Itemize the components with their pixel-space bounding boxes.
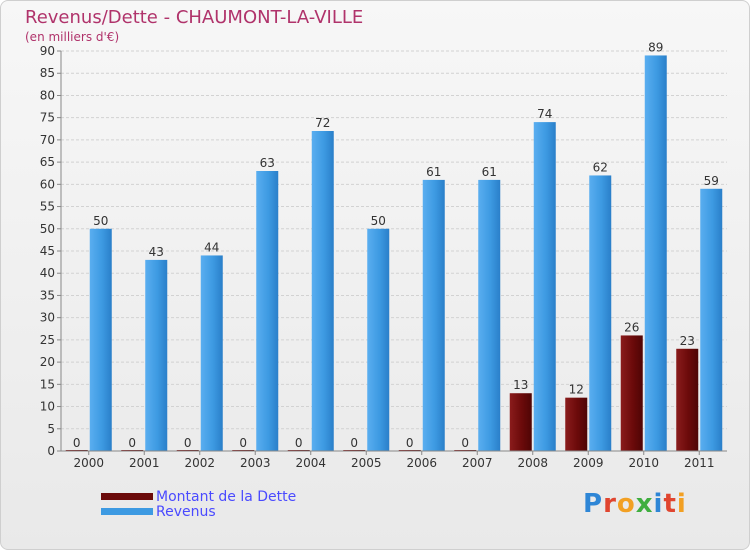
y-tick-label: 60	[40, 177, 55, 191]
logo-letter: r	[603, 489, 617, 519]
x-tick-label: 2007	[462, 456, 493, 470]
y-tick-label: 5	[47, 422, 55, 436]
x-tick-label: 2006	[406, 456, 437, 470]
bar-revenus	[644, 55, 667, 451]
y-tick-label: 85	[40, 66, 55, 80]
y-tick-label: 25	[40, 333, 55, 347]
legend-swatch-dette	[101, 493, 153, 500]
y-tick-label: 70	[40, 133, 55, 147]
y-tick-label: 15	[40, 377, 55, 391]
y-tick-label: 45	[40, 244, 55, 258]
data-label-dette: 23	[680, 334, 695, 348]
legend-swatch-revenus	[101, 508, 153, 515]
y-tick-label: 35	[40, 288, 55, 302]
data-label-revenus: 59	[704, 174, 719, 188]
y-tick-label: 90	[40, 44, 55, 58]
x-tick-label: 2002	[184, 456, 215, 470]
bar-revenus	[367, 228, 390, 451]
data-label-dette: 26	[624, 320, 639, 334]
data-label-dette: 0	[128, 436, 136, 450]
proxiti-logo: Proxiti	[583, 489, 687, 519]
data-label-revenus: 62	[593, 160, 608, 174]
data-label-revenus: 50	[371, 214, 386, 228]
bar-revenus	[422, 179, 445, 451]
data-label-dette: 13	[513, 378, 528, 392]
y-tick-label: 75	[40, 111, 55, 125]
x-tick-label: 2009	[573, 456, 604, 470]
x-tick-label: 2005	[351, 456, 382, 470]
bar-revenus	[145, 259, 168, 451]
x-axis: 2000 2001 2002 2003 2004 2005 2006 2007 2008 2009…	[61, 450, 727, 470]
bar-revenus	[478, 179, 501, 451]
data-label-revenus: 61	[426, 165, 441, 179]
data-label-dette: 0	[184, 436, 192, 450]
legend-label-revenus: Revenus	[156, 504, 216, 520]
y-tick-label: 80	[40, 88, 55, 102]
y-axis: 0 5 10 15 20 25 30 35 40 45 50 55 60 65 70 75 80 85 90	[40, 44, 62, 458]
y-tick-label: 55	[40, 200, 55, 214]
bars-layer	[65, 55, 723, 451]
y-tick-label: 65	[40, 155, 55, 169]
x-tick-label: 2003	[240, 456, 271, 470]
bar-dette	[620, 335, 643, 451]
bar-revenus	[256, 171, 279, 451]
data-label-dette: 0	[295, 436, 303, 450]
bar-revenus	[200, 255, 223, 451]
logo-letter: t	[663, 489, 677, 519]
data-label-revenus: 43	[149, 245, 164, 259]
logo-letter: i	[653, 489, 664, 519]
data-label-dette: 0	[461, 436, 469, 450]
x-tick-label: 2010	[628, 456, 659, 470]
legend-label-dette: Montant de la Dette	[156, 489, 297, 505]
grid-layer	[61, 50, 727, 452]
data-label-dette: 0	[73, 436, 81, 450]
data-label-revenus: 44	[204, 240, 219, 254]
y-tick-label: 10	[40, 400, 55, 414]
data-label-dette: 12	[569, 383, 584, 397]
bar-revenus	[89, 228, 112, 451]
data-label-revenus: 63	[260, 156, 275, 170]
data-label-dette: 0	[406, 436, 414, 450]
logo-letter: i	[676, 489, 687, 519]
y-tick-label: 30	[40, 311, 55, 325]
logo-letter: P	[583, 489, 604, 519]
x-tick-label: 2000	[73, 456, 104, 470]
logo-letter: o	[616, 489, 636, 519]
chart-title: Revenus/Dette - CHAUMONT-LA-VILLE	[25, 7, 364, 28]
x-tick-label: 2001	[129, 456, 160, 470]
x-tick-label: 2011	[684, 456, 715, 470]
bar-dette	[509, 393, 532, 451]
bar-dette	[676, 348, 699, 451]
data-label-revenus: 50	[93, 214, 108, 228]
x-tick-label: 2004	[295, 456, 326, 470]
data-label-dette: 0	[239, 436, 247, 450]
data-label-revenus: 72	[315, 116, 330, 130]
x-tick-label: 2008	[517, 456, 548, 470]
data-label-revenus: 74	[537, 107, 552, 121]
data-label-dette: 0	[350, 436, 358, 450]
data-labels: 0 50 0 43 0 44 0 63 0 72 0 50 0 61 0 61 13 74 12 62 26 89 23 59	[73, 40, 719, 450]
y-tick-label: 0	[47, 444, 55, 458]
bar-revenus	[533, 122, 556, 451]
bar-revenus	[311, 131, 334, 451]
y-tick-label: 50	[40, 222, 55, 236]
data-label-revenus: 89	[648, 40, 663, 54]
bar-revenus	[589, 175, 612, 451]
y-tick-label: 40	[40, 266, 55, 280]
bar-revenus	[700, 188, 723, 451]
y-tick-label: 20	[40, 355, 55, 369]
logo-letter: x	[635, 489, 654, 519]
chart-subtitle: (en milliers d'€)	[25, 30, 120, 44]
data-label-revenus: 61	[482, 165, 497, 179]
bar-dette	[565, 397, 588, 451]
